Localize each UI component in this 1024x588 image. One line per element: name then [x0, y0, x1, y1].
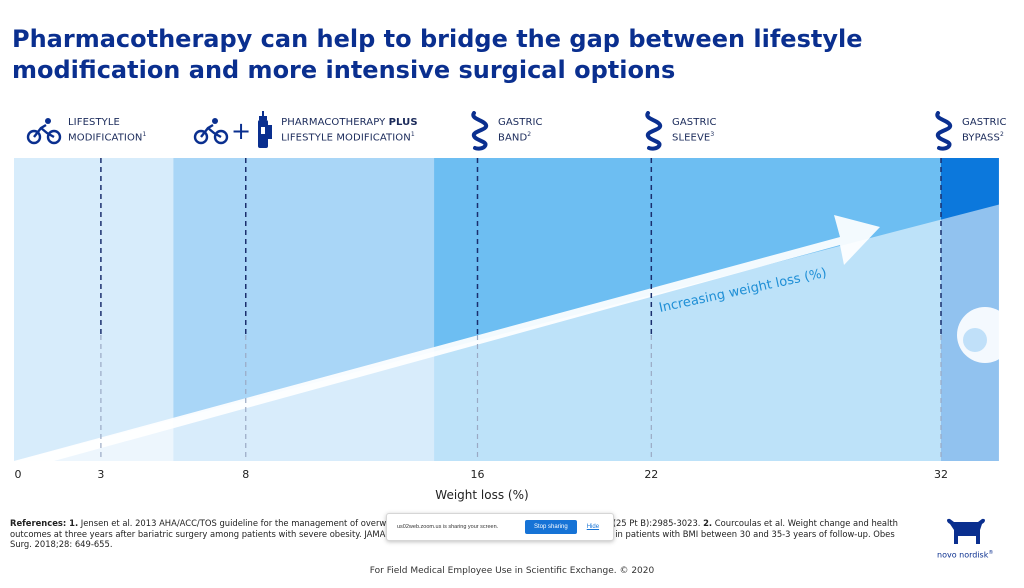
category-gastric-band: GASTRIC BAND2 — [468, 108, 543, 154]
band — [14, 158, 174, 461]
hide-link[interactable]: Hide — [586, 524, 600, 530]
stomach-icon — [935, 111, 953, 151]
bull-icon — [947, 518, 985, 544]
injection-pen-icon — [258, 111, 273, 148]
stomach-icon — [645, 111, 663, 151]
footer-text: For Field Medical Employee Use in Scient… — [369, 566, 655, 576]
screen-share-bar: us02web.zoom.us is sharing your screen. … — [386, 513, 614, 541]
x-tick-label: 16 — [470, 468, 485, 481]
category-lifestyle: LIFESTYLE MODIFICATION1 — [26, 108, 146, 154]
plus-sign: + — [231, 117, 252, 145]
x-axis-label: Weight loss (%) — [435, 488, 529, 502]
x-tick-label: 22 — [644, 468, 659, 481]
category-gastric-bypass: GASTRIC BYPASS2 — [932, 108, 1007, 154]
weight-loss-chart: Increasing weight loss (%) — [14, 158, 1024, 461]
x-tick-label: 3 — [97, 468, 105, 481]
stop-sharing-button[interactable]: Stop sharing — [525, 520, 577, 534]
page-title: Pharmacotherapy can help to bridge the g… — [12, 25, 863, 84]
cyclist-icon — [193, 118, 229, 145]
share-status-text: us02web.zoom.us is sharing your screen. — [397, 524, 499, 530]
cyclist-icon — [26, 118, 62, 145]
stomach-icon — [471, 111, 489, 151]
x-tick-label: 8 — [242, 468, 250, 481]
x-tick-label: 32 — [934, 468, 948, 481]
decorative-circle-inner — [963, 328, 987, 352]
novo-nordisk-logo: novo nordisk® — [937, 518, 997, 562]
x-tick-label: 0 — [14, 468, 22, 481]
category-pharmacotherapy: + PHARMACOTHERAPY PLUS LIFESTYLE MODIFIC… — [193, 108, 418, 154]
arrow-wedge — [14, 198, 1024, 461]
category-gastric-sleeve: GASTRIC SLEEVE3 — [642, 108, 717, 154]
